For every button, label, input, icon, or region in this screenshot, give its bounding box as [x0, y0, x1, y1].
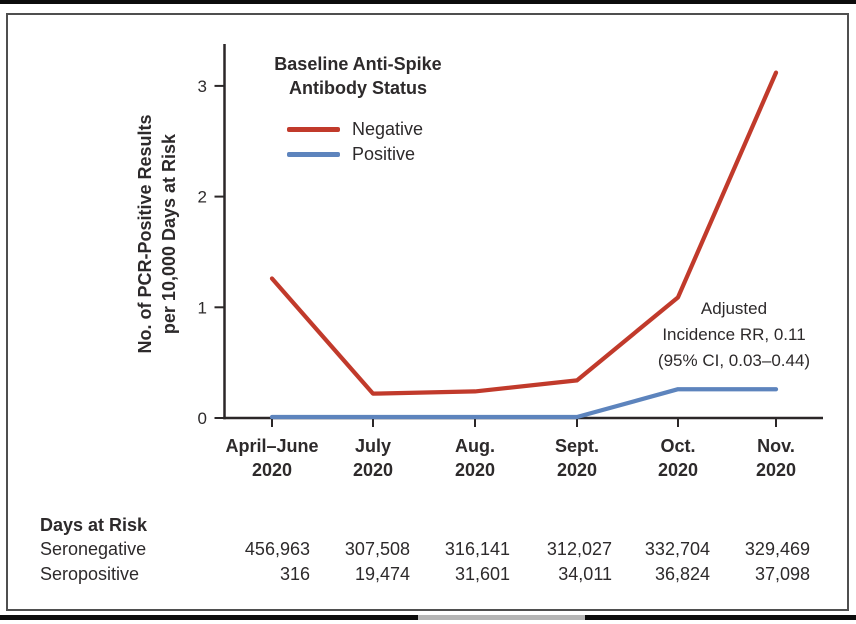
x-tick-label-year: 2020: [353, 460, 393, 480]
top-rule: [0, 0, 856, 4]
legend-item-negative: Negative: [287, 118, 423, 140]
series-positive-line: [269, 387, 779, 420]
annotation-line2: Incidence RR, 0.11: [662, 325, 806, 344]
annotation-line1: Adjusted: [700, 299, 768, 318]
risk-cell: 31,601: [454, 564, 510, 584]
legend-title: Baseline Anti-Spike Antibody Status: [246, 52, 470, 100]
risk-cell: 19,474: [354, 564, 410, 584]
x-tick-label-year: 2020: [455, 460, 495, 480]
x-tick-label-month: Sept.: [555, 436, 599, 456]
risk-cell: 307,508: [344, 539, 410, 559]
annotation-line3: (95% CI, 0.03–0.44): [657, 351, 811, 370]
y-axis-title-line2: per 10,000 Days at Risk: [159, 133, 179, 335]
row-label-seronegative: Seronegative: [40, 539, 147, 559]
x-tick-label-month: April–June: [225, 436, 318, 456]
row-label-seropositive: Seropositive: [40, 564, 140, 584]
x-tick-label-month: Aug.: [455, 436, 495, 456]
days-at-risk-row-seropositive: Seropositive 316 19,474 31,601 34,011 36,824…: [0, 564, 856, 586]
risk-cell: 329,469: [744, 539, 810, 559]
y-tick-label: 3: [198, 77, 207, 96]
x-tick-label-month: July: [355, 436, 391, 456]
x-tick-label-month: Oct.: [660, 436, 695, 456]
positive-line-swatch: [287, 151, 340, 157]
x-tick-label-year: 2020: [658, 460, 698, 480]
y-axis-title-line1: No. of PCR-Positive Results: [135, 114, 155, 354]
risk-cell: 37,098: [754, 564, 810, 584]
x-tick-label-year: 2020: [756, 460, 796, 480]
legend-label-negative: Negative: [352, 119, 424, 139]
negative-line-swatch: [287, 126, 340, 132]
y-tick-label: 1: [198, 298, 207, 317]
legend-title-line2: Antibody Status: [289, 78, 427, 98]
y-axis-title: No. of PCR-Positive Results per 10,000 D…: [133, 64, 181, 404]
series-negative-line: [269, 70, 779, 396]
risk-cell: 36,824: [654, 564, 710, 584]
x-tick-label-month: Nov.: [757, 436, 795, 456]
y-tick-label: 2: [198, 188, 207, 207]
scrollbar-thumb[interactable]: [418, 615, 585, 620]
y-tick-label: 0: [198, 409, 207, 428]
risk-cell: 332,704: [644, 539, 710, 559]
rate-ratio-annotation: Adjusted Incidence RR, 0.11 (95% CI, 0.0…: [620, 296, 848, 374]
risk-cell: 34,011: [558, 564, 612, 584]
x-tick-label-year: 2020: [252, 460, 292, 480]
days-at-risk-row-seronegative: Seronegative 456,963 307,508 316,141 312,02…: [0, 539, 856, 561]
risk-cell: 316: [279, 564, 310, 584]
risk-cell: 316,141: [444, 539, 510, 559]
figure-frame: [6, 13, 849, 611]
legend-label-positive: Positive: [352, 144, 416, 164]
days-at-risk-header: Days at Risk: [40, 515, 148, 535]
legend-item-positive: Positive: [287, 143, 415, 165]
risk-cell: 456,963: [244, 539, 310, 559]
risk-cell: 312,027: [546, 539, 612, 559]
x-tick-label-year: 2020: [557, 460, 597, 480]
legend-title-line1: Baseline Anti-Spike: [274, 54, 442, 74]
